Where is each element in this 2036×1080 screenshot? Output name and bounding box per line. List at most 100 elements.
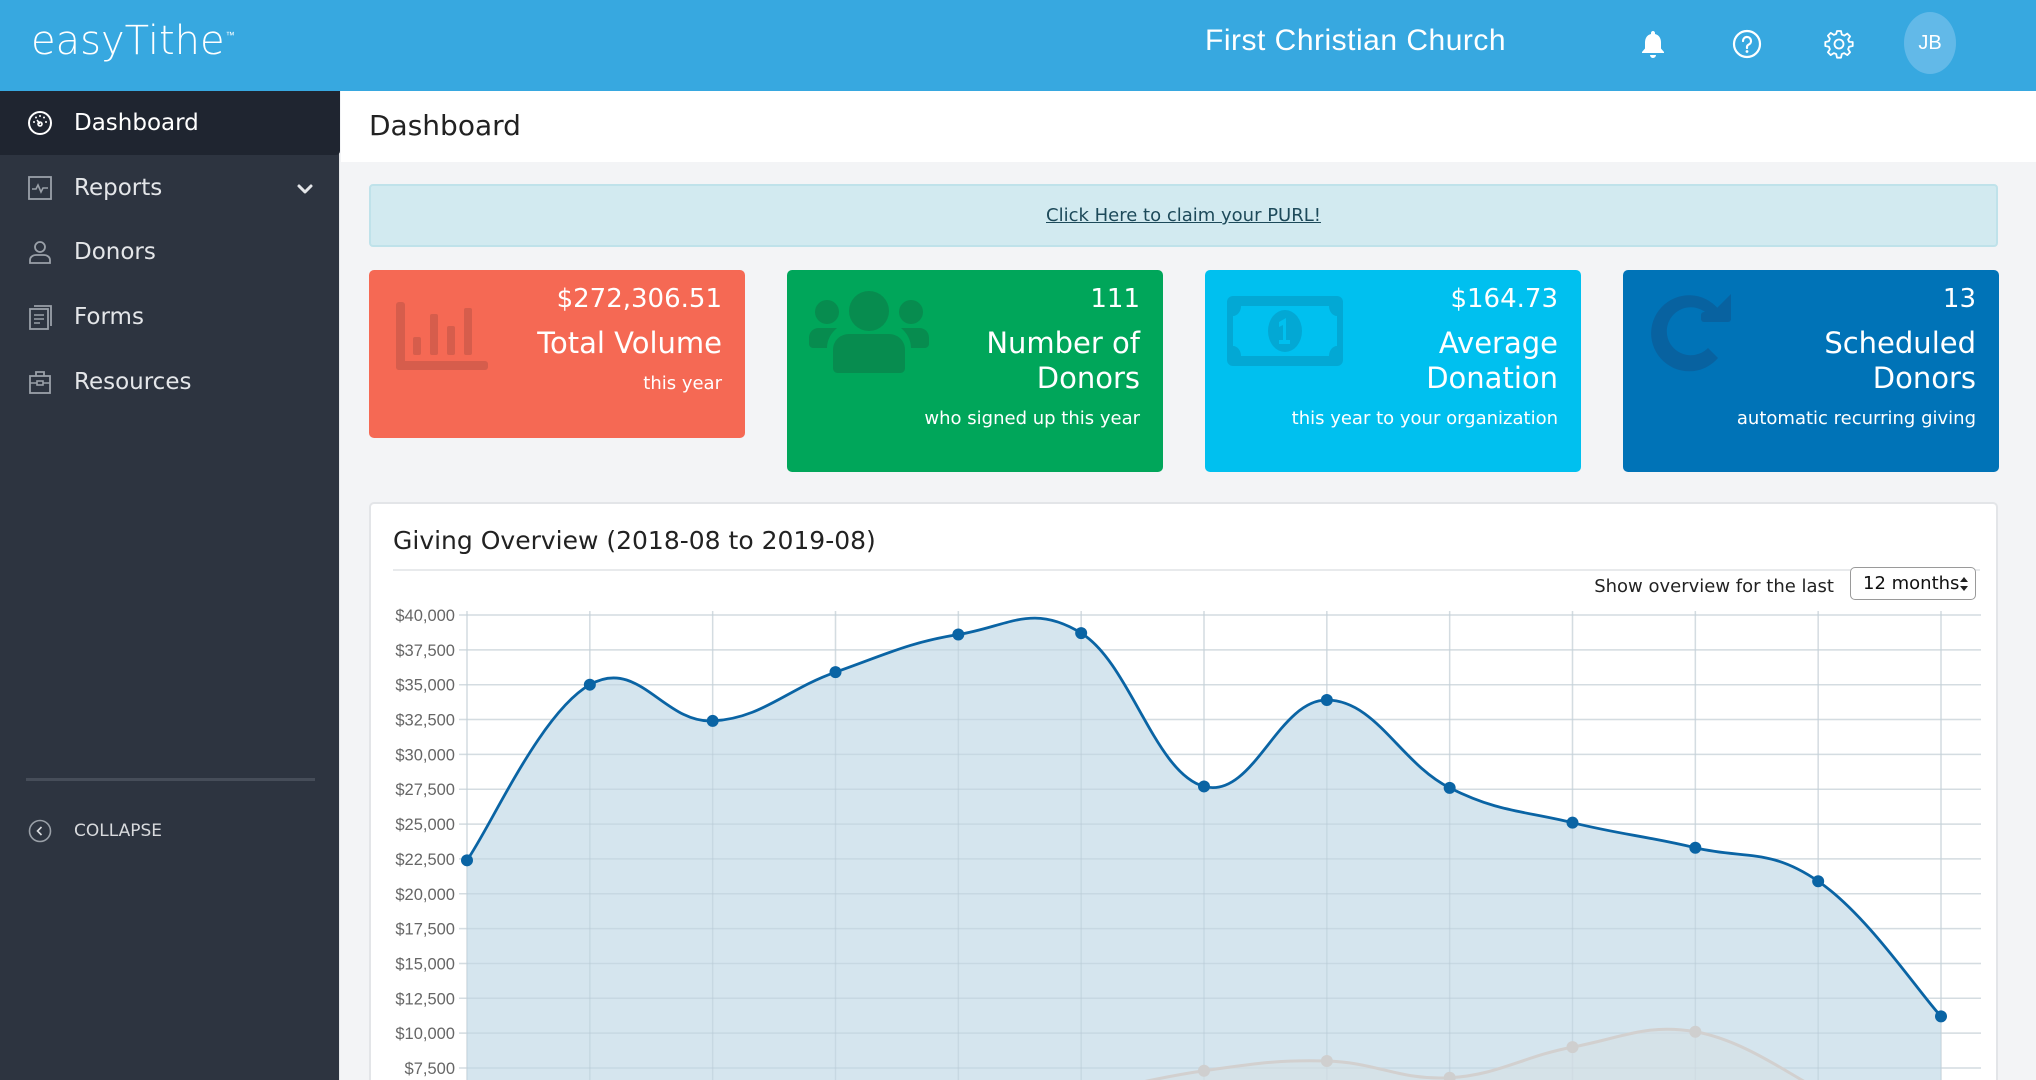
giving-data-point[interactable] xyxy=(1566,816,1579,829)
svg-text:$17,500: $17,500 xyxy=(395,921,455,939)
range-select-value: 12 months xyxy=(1863,573,1960,594)
card-value: $164.73 xyxy=(1450,284,1558,314)
card-label: Scheduled Donors xyxy=(1824,326,1976,396)
sidebar-item-label: Forms xyxy=(74,304,144,330)
card-subtext: who signed up this year xyxy=(924,408,1140,429)
giving-data-point[interactable] xyxy=(706,714,719,727)
card-subtext: this year xyxy=(643,373,722,394)
svg-text:$37,500: $37,500 xyxy=(395,642,455,660)
giving-data-point[interactable] xyxy=(1198,780,1210,793)
stat-card-total-volume[interactable]: $272,306.51 Total Volume this year xyxy=(369,270,745,438)
briefcase-icon xyxy=(27,369,53,395)
purl-banner: Click Here to claim your PURL! xyxy=(369,184,1998,247)
avatar-initials: JB xyxy=(1918,31,1942,54)
secondary-data-point[interactable] xyxy=(1566,1041,1579,1054)
svg-text:$7,500: $7,500 xyxy=(405,1060,455,1078)
svg-text:$30,000: $30,000 xyxy=(395,746,455,764)
reports-activity-icon xyxy=(27,175,53,201)
card-label-line1: Number of xyxy=(986,326,1140,360)
logo-text: easyTithe xyxy=(31,18,225,64)
giving-data-point[interactable] xyxy=(1812,875,1825,888)
users-group-icon xyxy=(809,290,929,378)
giving-data-point[interactable] xyxy=(1935,1010,1947,1023)
sidebar-item-resources[interactable]: Resources xyxy=(0,350,340,414)
range-select[interactable]: 12 months xyxy=(1850,567,1976,600)
card-label: Number of Donors xyxy=(986,326,1140,396)
organization-name: First Christian Church xyxy=(1205,24,1507,57)
top-bar: easyTithe™ First Christian Church JB xyxy=(0,0,2036,91)
sidebar-item-label: Resources xyxy=(74,369,192,395)
card-label-line2: Donation xyxy=(1426,361,1558,395)
giving-data-point[interactable] xyxy=(583,678,596,691)
gear-icon[interactable] xyxy=(1823,28,1855,60)
stat-card-number-of-donors[interactable]: 111 Number of Donors who signed up this y… xyxy=(787,270,1163,472)
stat-card-average-donation[interactable]: $164.73 Average Donation this year to you… xyxy=(1205,270,1581,472)
forms-document-icon xyxy=(27,304,53,330)
card-label: Total Volume xyxy=(537,326,722,361)
giving-data-point[interactable] xyxy=(1075,627,1088,640)
help-icon[interactable] xyxy=(1731,28,1763,60)
sidebar-item-forms[interactable]: Forms xyxy=(0,285,340,349)
card-label: Average Donation xyxy=(1426,326,1558,396)
svg-text:$12,500: $12,500 xyxy=(395,990,455,1008)
panel-divider xyxy=(393,569,1980,571)
secondary-data-point[interactable] xyxy=(1320,1055,1333,1068)
sidebar-item-label: Reports xyxy=(74,175,163,201)
bar-chart-icon xyxy=(389,292,489,376)
giving-data-point[interactable] xyxy=(1443,781,1456,794)
giving-data-point[interactable] xyxy=(1689,841,1702,854)
svg-text:$27,500: $27,500 xyxy=(395,781,455,799)
svg-text:$15,000: $15,000 xyxy=(395,955,455,973)
stat-card-scheduled-donors[interactable]: 13 Scheduled Donors automatic recurring g… xyxy=(1623,270,1999,472)
giving-data-point[interactable] xyxy=(1320,694,1333,707)
secondary-data-point[interactable] xyxy=(1443,1071,1456,1080)
claim-purl-link[interactable]: Click Here to claim your PURL! xyxy=(1046,205,1321,226)
svg-text:$22,500: $22,500 xyxy=(395,851,455,869)
select-updown-icon xyxy=(1959,576,1969,597)
card-label-line1: Total Volume xyxy=(537,326,722,360)
chevron-left-circle-icon xyxy=(28,819,52,843)
secondary-data-point[interactable] xyxy=(1198,1064,1210,1077)
secondary-area xyxy=(1152,1029,1802,1080)
svg-text:$35,000: $35,000 xyxy=(395,677,455,695)
bell-icon[interactable] xyxy=(1637,28,1669,60)
giving-chart: $40,000 $37,500 $35,000 $32,500 $30,000 $27,5… xyxy=(395,607,1981,1080)
money-bill-icon xyxy=(1227,296,1345,372)
collapse-sidebar-button[interactable]: COLLAPSE xyxy=(0,806,340,856)
giving-overview-panel: Giving Overview (2018-08 to 2019-08) Sho… xyxy=(369,502,1998,1080)
sidebar-item-label: Dashboard xyxy=(74,110,199,136)
user-avatar[interactable]: JB xyxy=(1904,12,1956,74)
sidebar-item-donors[interactable]: Donors xyxy=(0,220,340,284)
card-subtext: automatic recurring giving xyxy=(1736,408,1976,429)
giving-data-point[interactable] xyxy=(461,854,473,867)
user-icon xyxy=(27,239,53,265)
svg-text:$20,000: $20,000 xyxy=(395,886,455,904)
card-label-line2: Donors xyxy=(1872,361,1976,395)
sidebar-item-dashboard[interactable]: Dashboard xyxy=(0,91,340,155)
chevron-down-icon[interactable] xyxy=(296,178,314,196)
secondary-data-point[interactable] xyxy=(1689,1025,1702,1038)
svg-text:$32,500: $32,500 xyxy=(395,712,455,730)
sidebar-item-label: Donors xyxy=(74,239,156,265)
card-value: 111 xyxy=(1090,284,1140,314)
page-title: Dashboard xyxy=(369,109,521,142)
svg-text:$10,000: $10,000 xyxy=(395,1025,455,1043)
app-logo[interactable]: easyTithe™ xyxy=(31,18,235,64)
range-label: Show overview for the last xyxy=(1594,576,1834,597)
card-value: 13 xyxy=(1942,284,1976,314)
svg-text:$25,000: $25,000 xyxy=(395,816,455,834)
collapse-label: COLLAPSE xyxy=(74,821,162,841)
sidebar-item-reports[interactable]: Reports xyxy=(0,156,340,220)
panel-title: Giving Overview (2018-08 to 2019-08) xyxy=(393,526,876,555)
recurring-redo-icon xyxy=(1645,286,1741,386)
giving-data-point[interactable] xyxy=(829,666,842,679)
card-label-line1: Scheduled xyxy=(1824,326,1976,360)
giving-data-point[interactable] xyxy=(952,628,965,641)
chart-series xyxy=(459,611,1981,1080)
page-header: Dashboard xyxy=(341,91,2036,162)
giving-area xyxy=(467,618,1941,1080)
card-label-line1: Average xyxy=(1438,326,1558,360)
card-subtext: this year to your organization xyxy=(1291,408,1558,429)
sidebar: Dashboard Reports Donors Forms Resources… xyxy=(0,91,340,1080)
sidebar-divider xyxy=(26,778,315,781)
